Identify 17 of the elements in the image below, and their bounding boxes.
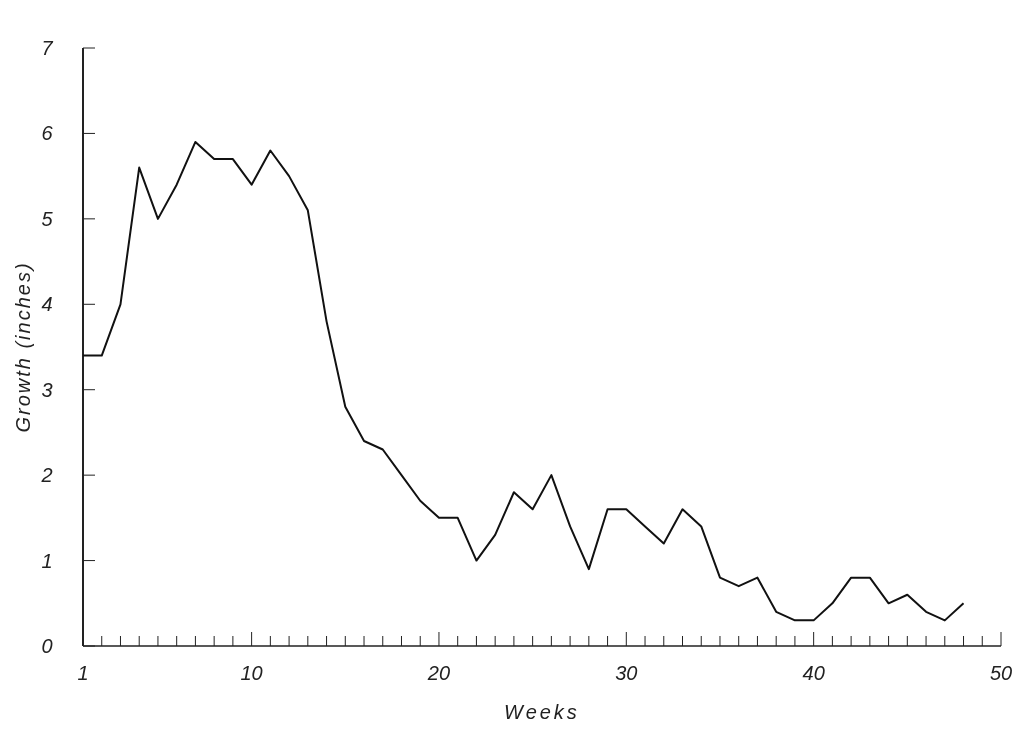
y-tick-label: 2	[40, 464, 53, 487]
line-series	[82, 140, 965, 622]
x-tick-label: 20	[426, 662, 451, 684]
y-tick-label: 4	[41, 293, 53, 316]
y-tick-label: 1	[41, 549, 53, 572]
y-tick-label: 3	[41, 378, 53, 401]
y-tick-label: 0	[41, 635, 53, 657]
y-tick-label: 6	[41, 122, 54, 145]
x-tick-label: 1	[77, 662, 89, 684]
x-tick-label: 30	[615, 662, 638, 684]
x-tick-label: 10	[240, 662, 263, 684]
x-tick-label: 40	[802, 662, 825, 684]
y-axis-title: Growth (inches)	[12, 261, 34, 433]
x-tick-label: 50	[989, 662, 1013, 684]
x-axis-title: Weeks	[504, 701, 580, 723]
y-tick-label: 7	[41, 37, 54, 59]
y-tick-label: 5	[41, 207, 54, 230]
